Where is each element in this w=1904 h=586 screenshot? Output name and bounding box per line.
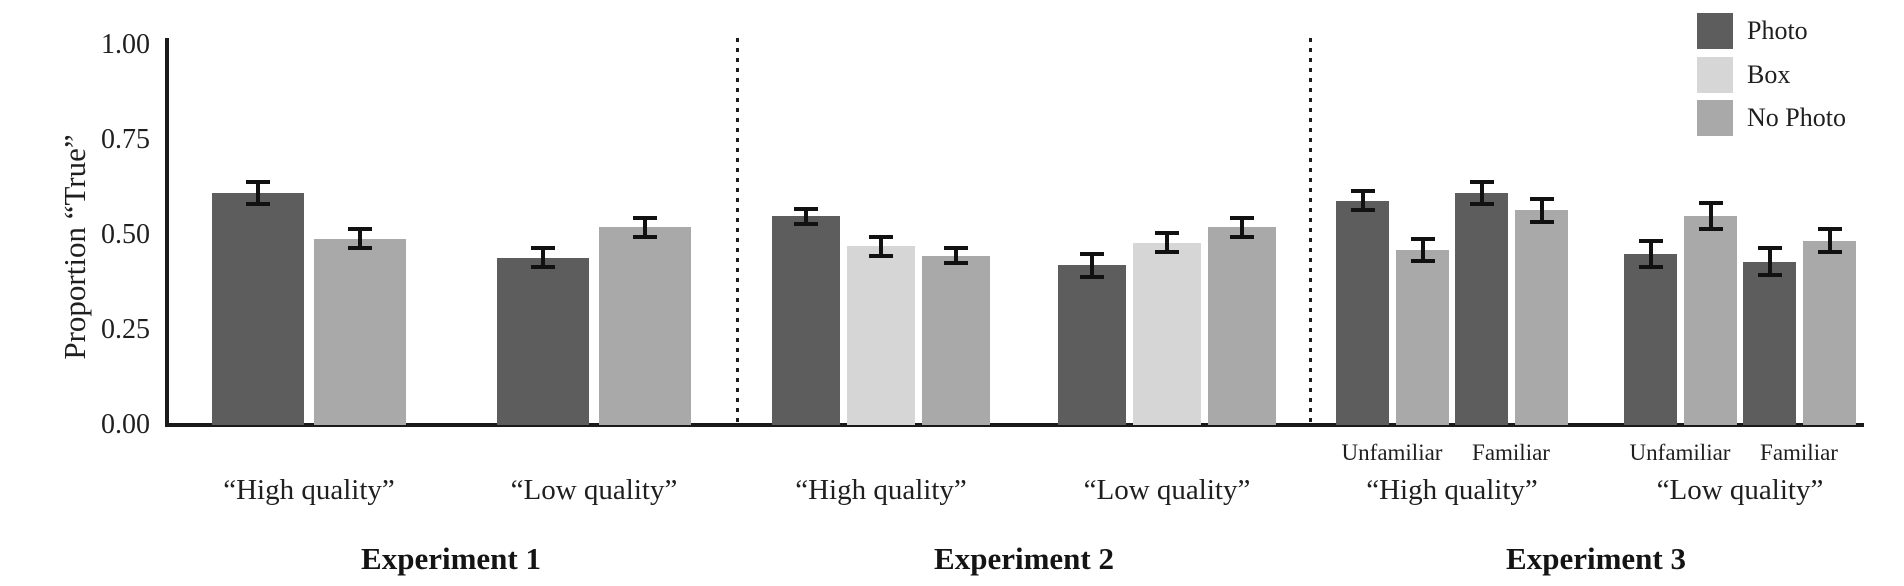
y-tick-label: 0.75 [101,124,150,155]
bar-exp1-low-quality-photo-errorbar [531,246,555,270]
bar-exp2-low-quality-box-errorbar [1155,231,1179,254]
y-tick-label: 0.00 [101,409,150,440]
bar-exp1-low-quality-photo [497,257,589,425]
legend-swatch-photo [1697,13,1733,49]
bar-exp1-high-quality-photo-errorbar [246,179,270,207]
bar-exp3-high-quality-familiar-no-photo-errorbar [1529,197,1554,224]
bar-exp3-low-quality-unfamiliar-photo-errorbar-stem [1648,242,1653,266]
bar-exp3-high-quality-unfamiliar-no-photo-errorbar [1410,236,1435,264]
bar-exp1-low-quality-photo-errorbar-stem [541,250,545,266]
bar-exp1-high-quality-photo [212,193,304,425]
bar-exp3-low-quality-familiar-photo-errorbar-stem [1767,250,1772,273]
familiarity-axis-label: Familiar [1760,440,1838,465]
group-axis-label: “Low quality” [510,474,678,506]
bar-exp1-high-quality-no-photo [314,238,406,425]
bar-exp1-high-quality-photo-errorbar-stem [256,183,260,203]
bar-exp2-high-quality-box-errorbar [869,235,893,258]
bar-exp2-high-quality-no-photo [922,255,990,425]
bar-exp3-high-quality-familiar-photo [1455,193,1508,425]
bar-exp3-high-quality-unfamiliar-photo-errorbar [1350,189,1375,213]
familiarity-axis-label: Unfamiliar [1629,440,1731,465]
panel-title: Experiment 2 [934,541,1114,576]
bar-exp3-high-quality-familiar-no-photo [1515,210,1568,425]
bar-exp3-low-quality-unfamiliar-photo-errorbar [1638,238,1663,270]
bar-exp1-low-quality-no-photo-errorbar-stem [643,220,647,235]
familiarity-axis-label: Unfamiliar [1341,440,1443,465]
bar-exp1-low-quality-no-photo [599,227,691,425]
bar-exp3-low-quality-unfamiliar-photo [1624,254,1677,425]
bar-exp1-low-quality-no-photo-errorbar [633,216,657,239]
bar-exp2-high-quality-no-photo-errorbar-stem [954,250,958,262]
bar-exp3-low-quality-unfamiliar-no-photo [1684,216,1737,425]
panel-separator [1309,38,1312,424]
y-axis-line [165,38,169,427]
bar-exp3-low-quality-unfamiliar-no-photo-errorbar [1698,200,1723,232]
group-axis-label: “Low quality” [1083,474,1251,506]
y-tick-label: 0.50 [101,219,150,250]
bar-exp3-high-quality-unfamiliar-no-photo [1396,250,1449,425]
bar-exp3-high-quality-unfamiliar-photo-errorbar-stem [1360,193,1365,209]
x-axis-line [165,423,1864,427]
bar-exp2-high-quality-photo [772,216,840,425]
legend-swatch-no-photo [1697,100,1733,136]
bar-exp2-high-quality-no-photo-errorbar [944,246,968,266]
bar-exp2-low-quality-box-errorbar-stem [1165,235,1169,250]
bar-exp3-low-quality-familiar-photo [1743,261,1796,425]
bar-exp2-low-quality-box [1133,242,1201,425]
group-axis-label: “High quality” [1366,474,1538,506]
legend-label-no-photo: No Photo [1747,103,1846,132]
bar-exp3-high-quality-familiar-photo-errorbar-stem [1479,183,1484,203]
group-axis-label: “High quality” [795,474,967,506]
familiarity-axis-label: Familiar [1472,440,1550,465]
y-tick-label: 1.00 [101,29,150,60]
panel-title: Experiment 3 [1506,541,1686,576]
y-tick-label: 0.25 [101,314,150,345]
bar-exp3-high-quality-familiar-photo-errorbar [1469,179,1494,207]
bar-exp2-low-quality-no-photo-errorbar [1230,216,1254,239]
bar-exp1-high-quality-no-photo-errorbar-stem [358,231,362,247]
bar-exp2-high-quality-photo-errorbar [794,206,818,226]
bar-exp2-high-quality-box [847,246,915,425]
panel-separator [736,38,739,424]
bar-exp2-low-quality-photo-errorbar [1080,252,1104,279]
bar-exp2-low-quality-photo-errorbar-stem [1090,256,1094,275]
bar-exp3-low-quality-familiar-photo-errorbar [1757,246,1782,277]
bar-exp2-low-quality-no-photo [1208,227,1276,425]
legend-label-photo: Photo [1747,16,1808,45]
bar-exp3-high-quality-familiar-no-photo-errorbar-stem [1539,201,1544,220]
panel-title: Experiment 1 [361,541,541,576]
bar-exp2-high-quality-box-errorbar-stem [879,239,883,254]
bar-exp3-low-quality-unfamiliar-no-photo-errorbar-stem [1708,204,1713,228]
bar-exp3-high-quality-unfamiliar-photo [1336,200,1389,425]
bar-exp3-low-quality-familiar-no-photo-errorbar-stem [1827,231,1832,250]
bar-exp3-high-quality-unfamiliar-no-photo-errorbar-stem [1420,240,1425,260]
group-axis-label: “Low quality” [1656,474,1824,506]
bar-exp2-high-quality-photo-errorbar-stem [804,210,808,222]
bar-exp2-low-quality-photo [1058,265,1126,425]
legend-swatch-box [1697,57,1733,93]
group-axis-label: “High quality” [223,474,395,506]
bar-exp2-low-quality-no-photo-errorbar-stem [1240,220,1244,235]
bar-exp3-low-quality-familiar-no-photo [1803,240,1856,425]
bar-exp1-high-quality-no-photo-errorbar [348,227,372,251]
legend-label-box: Box [1747,60,1791,89]
bar-exp3-low-quality-familiar-no-photo-errorbar [1817,227,1842,254]
